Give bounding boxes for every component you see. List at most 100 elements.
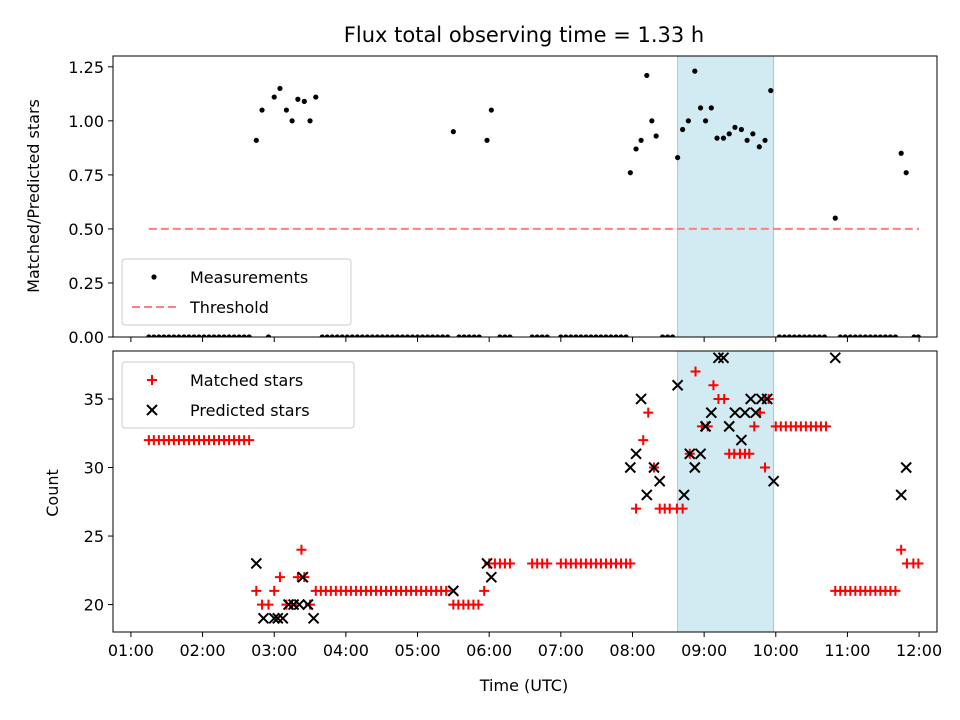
predicted-star-point bbox=[481, 557, 493, 570]
predicted-star-point bbox=[729, 406, 741, 419]
predicted-star-point bbox=[712, 352, 725, 364]
matched-star-point bbox=[890, 585, 901, 596]
x-tick-label: 06:00 bbox=[466, 641, 512, 660]
predicted-star-point bbox=[723, 420, 735, 433]
matched-star-point bbox=[441, 585, 452, 596]
measurement-point bbox=[786, 334, 792, 337]
x-tick-label: 01:00 bbox=[108, 641, 154, 660]
matched-star-point bbox=[251, 585, 262, 596]
predicted-star-point bbox=[293, 598, 306, 611]
matched-star-point bbox=[473, 599, 484, 610]
predicted-star-point bbox=[739, 406, 751, 419]
observing-span bbox=[677, 351, 774, 632]
measurement-point bbox=[762, 137, 768, 143]
measurement-point bbox=[404, 334, 411, 337]
data-layer bbox=[143, 352, 924, 625]
measurement-point bbox=[821, 334, 828, 337]
measurement-point bbox=[359, 334, 365, 337]
measurement-point bbox=[816, 334, 823, 337]
matched-star-point bbox=[820, 421, 831, 432]
predicted-star-point bbox=[307, 612, 320, 625]
predicted-star-point bbox=[447, 585, 460, 597]
measurement-point bbox=[450, 129, 456, 135]
x-tick-label: 02:00 bbox=[180, 641, 226, 660]
measurement-point bbox=[588, 334, 594, 337]
measurement-point bbox=[181, 334, 187, 337]
matched-star-point bbox=[299, 572, 310, 583]
measurement-point bbox=[313, 94, 319, 100]
matched-star-point bbox=[479, 585, 490, 596]
x-tick-label: 09:00 bbox=[681, 641, 727, 660]
matched-star-point bbox=[677, 503, 688, 514]
measurement-point bbox=[847, 334, 853, 337]
matched-star-point bbox=[744, 448, 755, 459]
measurement-point bbox=[882, 334, 889, 337]
predicted-star-point bbox=[689, 461, 701, 474]
predicted-star-point bbox=[624, 461, 637, 474]
legend-predicted-label: Predicted stars bbox=[190, 401, 310, 420]
matched-star-point bbox=[760, 462, 771, 473]
measurement-point bbox=[466, 334, 472, 337]
predicted-star-point bbox=[761, 393, 773, 405]
predicted-star-point bbox=[717, 352, 730, 364]
measurement-point bbox=[638, 137, 644, 143]
y-tick-label: 0.00 bbox=[68, 328, 104, 347]
measurement-point bbox=[697, 105, 704, 111]
measurement-point bbox=[732, 124, 738, 130]
matched-star-point bbox=[296, 544, 307, 555]
measurement-point bbox=[714, 135, 720, 141]
measurement-point bbox=[319, 334, 325, 337]
predicted-star-point bbox=[900, 461, 912, 474]
measurement-point bbox=[744, 137, 750, 143]
matched-star-point bbox=[263, 599, 274, 610]
y-tick-label: 35 bbox=[84, 390, 104, 409]
predicted-star-point bbox=[257, 612, 270, 625]
measurement-point bbox=[334, 334, 340, 337]
measurement-point bbox=[664, 334, 671, 337]
measurement-point bbox=[379, 334, 386, 337]
measurement-point bbox=[563, 334, 569, 337]
y-tick-label: 0.50 bbox=[68, 220, 104, 239]
measurement-point bbox=[283, 107, 289, 113]
measurement-point bbox=[857, 334, 863, 337]
measurement-point bbox=[583, 334, 589, 337]
measurement-point bbox=[796, 334, 803, 337]
measurement-point bbox=[791, 334, 798, 337]
measurement-point bbox=[151, 334, 157, 337]
measurement-point bbox=[756, 144, 762, 150]
measurement-point bbox=[903, 170, 909, 176]
measurement-point bbox=[680, 126, 686, 133]
measurement-point bbox=[623, 334, 629, 337]
predicted-star-point bbox=[653, 475, 666, 487]
predicted-star-point bbox=[671, 379, 684, 391]
measurement-point bbox=[424, 334, 431, 337]
predicted-star-point bbox=[268, 612, 280, 625]
matched-star-point bbox=[244, 435, 255, 446]
measurement-point bbox=[702, 118, 709, 124]
measurement-point bbox=[369, 334, 375, 337]
matched-star-point bbox=[269, 585, 280, 596]
matched-star-point bbox=[749, 421, 760, 432]
measurement-point bbox=[221, 334, 227, 337]
measurement-point bbox=[277, 85, 283, 92]
measurement-point bbox=[241, 334, 247, 337]
legend-measurements-marker bbox=[151, 274, 157, 280]
y-tick-label: 25 bbox=[84, 527, 104, 546]
measurement-point bbox=[307, 118, 313, 124]
measurement-point bbox=[216, 334, 222, 337]
measurement-point bbox=[253, 137, 259, 143]
measurement-point bbox=[226, 334, 232, 337]
measurement-point bbox=[738, 126, 744, 133]
measurement-point bbox=[161, 334, 167, 337]
matched-star-point bbox=[643, 407, 654, 418]
predicted-star-point bbox=[277, 612, 289, 625]
measurement-point bbox=[461, 334, 467, 337]
measurement-point bbox=[354, 334, 360, 337]
measurement-point bbox=[877, 334, 883, 337]
x-tick-label: 05:00 bbox=[394, 641, 440, 660]
measurement-point bbox=[440, 334, 446, 337]
predicted-star-point bbox=[272, 612, 284, 625]
y-tick-label: 1.25 bbox=[68, 58, 104, 77]
matched-star-point bbox=[763, 393, 774, 404]
matched-star-point bbox=[274, 572, 285, 583]
